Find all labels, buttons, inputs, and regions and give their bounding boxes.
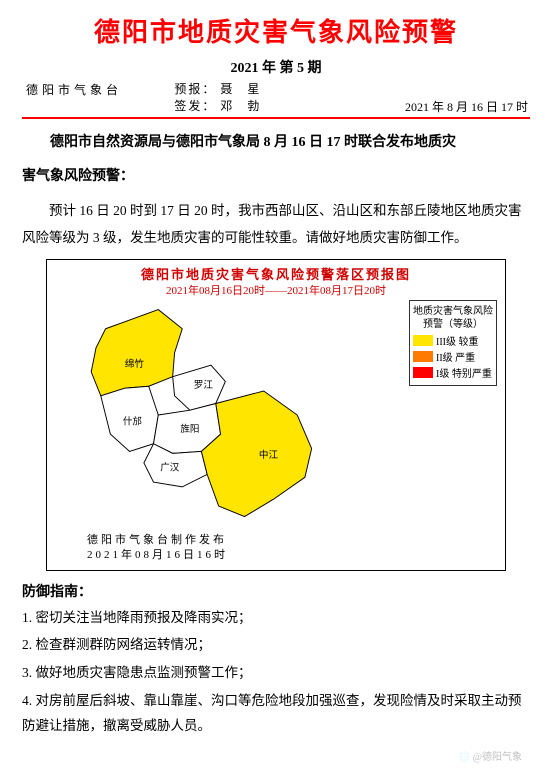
region-label: 旌阳 xyxy=(180,423,199,435)
main-title: 德阳市地质灾害气象风险预警 xyxy=(22,12,530,49)
joint-announce-line2: 害气象风险预警： xyxy=(22,163,530,191)
region-label: 罗江 xyxy=(194,380,214,391)
map-container: 德阳市地质灾害气象风险预警落区预报图 2021年08月16日20时——2021年… xyxy=(46,259,506,571)
region-shape xyxy=(91,309,182,395)
guide-item: 1. 密切关注当地降雨预报及降雨实况； xyxy=(22,605,530,631)
legend-swatch xyxy=(413,351,433,362)
map-footer-org: 德阳市气象台制作发布 xyxy=(87,533,228,548)
region-label: 广汉 xyxy=(160,461,180,473)
guide-item: 2. 检查群测群防网络运转情况； xyxy=(22,632,530,658)
legend-title: 地质灾害气象风险预警（等级） xyxy=(413,305,493,331)
signer-row: 签发： 邓 勃 xyxy=(174,98,377,115)
guide-heading: 防御指南： xyxy=(22,581,530,601)
meta-row: 德阳市气象台 预报： 聂 星 签发： 邓 勃 2021 年 8 月 16 日 17 … xyxy=(22,81,530,119)
document-page: 德阳市地质灾害气象风险预警 2021 年 第 5 期 德阳市气象台 预报： 聂 星… xyxy=(0,0,552,771)
issue-number: 2021 年 第 5 期 xyxy=(22,57,530,77)
legend-swatch xyxy=(413,335,433,346)
map-legend: 地质灾害气象风险预警（等级） III级 较重II级 严重I级 特别严重 xyxy=(409,300,497,386)
guide-item: 4. 对房前屋后斜坡、靠山靠崖、沟口等危险地段加强巡查，发现险情及时采取主动预防… xyxy=(22,688,530,739)
issuing-station: 德阳市气象台 xyxy=(22,81,174,115)
guide-list: 1. 密切关注当地降雨预报及降雨实况；2. 检查群测群防网络运转情况；3. 做好… xyxy=(22,605,530,739)
signer-name: 邓 勃 xyxy=(220,99,265,113)
region-label: 中江 xyxy=(259,449,279,461)
map-graphic: 绵竹什邡 罗江旌阳广汉 中江 xyxy=(61,300,361,530)
legend-row: III级 较重 xyxy=(413,333,493,348)
weibo-watermark: @德阳气象 xyxy=(458,748,522,763)
guide-item: 3. 做好地质灾害隐患点监测预警工作； xyxy=(22,660,530,686)
region-label: 绵竹 xyxy=(125,358,145,370)
legend-row: I级 特别严重 xyxy=(413,365,493,380)
map-footer: 德阳市气象台制作发布 2021年08月16日16时 xyxy=(87,533,228,564)
forecaster-row: 预报： 聂 星 xyxy=(174,81,377,98)
meta-center: 预报： 聂 星 签发： 邓 勃 xyxy=(174,81,377,115)
map-time-range: 2021年08月16日20时——2021年08月17日20时 xyxy=(47,282,505,298)
map-title: 德阳市地质灾害气象风险预警落区预报图 xyxy=(47,264,505,283)
forecast-body: 预计 16 日 20 时到 17 日 20 时，我市西部山区、沿山区和东部丘陵地… xyxy=(22,197,530,251)
region-label: 什邡 xyxy=(123,415,143,427)
signer-label: 签发： xyxy=(174,99,216,113)
forecaster-name: 聂 星 xyxy=(220,82,265,96)
publish-time: 2021 年 8 月 16 日 17 时 xyxy=(378,98,530,115)
region-shape xyxy=(201,391,311,517)
legend-row: II级 严重 xyxy=(413,349,493,364)
legend-swatch xyxy=(413,367,433,378)
legend-label: I级 特别严重 xyxy=(436,365,492,380)
legend-label: II级 严重 xyxy=(436,349,475,364)
joint-announce-line1: 德阳市自然资源局与德阳市气象局 8 月 16 日 17 时联合发布地质灾 xyxy=(22,129,530,157)
forecaster-label: 预报： xyxy=(174,82,216,96)
map-footer-time: 2021年08月16日16时 xyxy=(87,548,228,563)
legend-label: III级 较重 xyxy=(436,333,479,348)
